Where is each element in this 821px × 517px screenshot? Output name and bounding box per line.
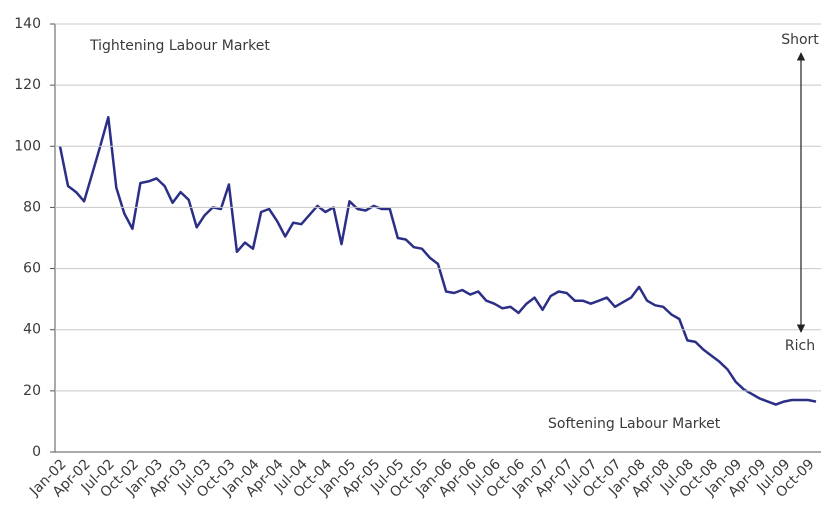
annotation: Short	[781, 32, 819, 48]
y-tick-label: 40	[23, 322, 41, 338]
y-tick-label: 0	[32, 444, 41, 460]
y-tick-label: 80	[23, 199, 41, 215]
y-tick-label: 100	[14, 138, 41, 154]
y-tick-label: 140	[14, 16, 41, 32]
y-tick-label: 60	[23, 261, 41, 277]
annotation: Softening Labour Market	[548, 416, 721, 432]
annotation: Rich	[785, 338, 815, 354]
y-tick-label: 20	[23, 383, 41, 399]
data-line	[58, 115, 817, 406]
annotation: Tightening Labour Market	[89, 38, 270, 54]
y-tick-label: 120	[14, 77, 41, 93]
